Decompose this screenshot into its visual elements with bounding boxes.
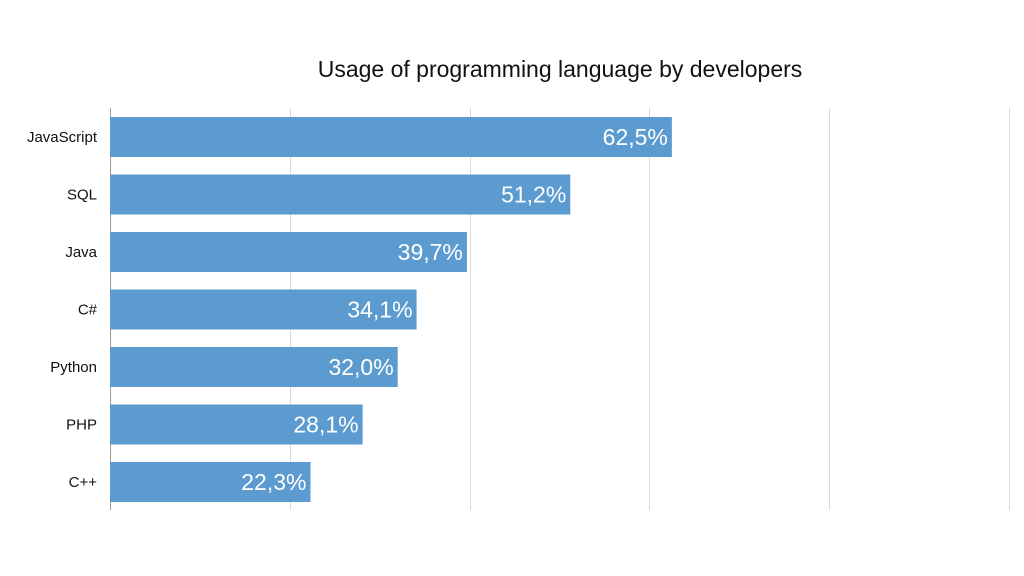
category-label-java: Java xyxy=(65,244,97,261)
value-label-sql: 51,2% xyxy=(501,182,566,208)
category-label-csharp: C# xyxy=(78,302,98,319)
value-label-cpp: 22,3% xyxy=(241,469,306,495)
chart-title: Usage of programming language by develop… xyxy=(317,56,803,82)
value-label-php: 28,1% xyxy=(293,412,358,438)
value-label-javascript: 62,5% xyxy=(603,124,668,150)
value-label-python: 32,0% xyxy=(328,354,393,380)
bar-javascript xyxy=(110,117,672,157)
bar-php xyxy=(110,404,363,445)
category-label-python: Python xyxy=(50,359,97,376)
bar-python xyxy=(110,347,398,387)
bar-java xyxy=(110,232,467,272)
bar-csharp xyxy=(110,289,417,330)
value-label-java: 39,7% xyxy=(398,239,463,265)
bar-cpp xyxy=(110,462,311,502)
category-label-javascript: JavaScript xyxy=(27,129,98,146)
category-label-sql: SQL xyxy=(67,187,97,204)
category-label-cpp: C++ xyxy=(69,474,98,491)
bar-sql xyxy=(110,174,571,215)
value-label-csharp: 34,1% xyxy=(347,297,412,323)
category-label-php: PHP xyxy=(66,417,97,434)
